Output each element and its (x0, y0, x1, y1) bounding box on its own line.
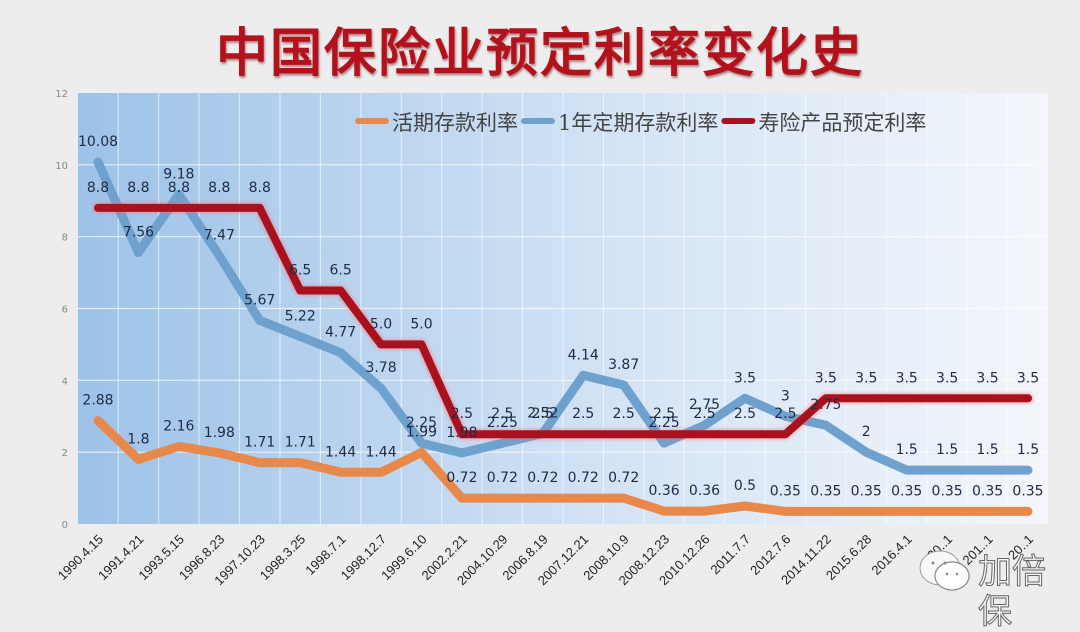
data-label: 3.87 (608, 357, 639, 373)
y-tick-label: 12 (55, 89, 68, 100)
data-label: 1.44 (325, 444, 356, 460)
data-label: 3.5 (1017, 370, 1039, 386)
data-label: 6.5 (289, 263, 311, 279)
data-label: 8.8 (168, 180, 190, 196)
data-label: 1.98 (446, 425, 477, 441)
line-chart: 0 2 4 6 8 10 12 1990.4.151991.4.211993.5.15199… (55, 89, 1048, 589)
series-line-one-year-deposit (93, 157, 1033, 475)
data-label: 3.5 (976, 370, 998, 386)
x-axis: 1990.4.151991.4.211993.5.151996.8.231997… (55, 532, 1037, 589)
data-label: 0.35 (972, 483, 1003, 499)
data-label: 0.72 (527, 470, 558, 486)
data-label: 8.8 (208, 180, 230, 196)
data-label: 8.8 (249, 180, 271, 196)
y-tick-label: 8 (62, 233, 68, 244)
data-label: 3.5 (855, 370, 877, 386)
data-label: 0.5 (734, 478, 756, 494)
data-label: 0.36 (649, 483, 680, 499)
data-label: 2.88 (82, 393, 113, 409)
y-tick-label: 4 (62, 376, 68, 387)
data-label: 3.5 (734, 370, 756, 386)
data-label: 3.5 (896, 370, 918, 386)
data-label: 2.5 (613, 406, 635, 422)
data-label: 1.71 (244, 435, 275, 451)
data-label: 3.5 (936, 370, 958, 386)
data-label: 2.75 (689, 397, 720, 413)
data-label: 10.08 (78, 134, 118, 150)
data-label: 4.77 (325, 325, 356, 341)
data-label: 1.5 (936, 442, 958, 458)
data-label: 2.16 (163, 418, 194, 434)
data-label: 1.98 (204, 425, 235, 441)
data-label: 2.5 (572, 406, 594, 422)
data-label: 5.67 (244, 292, 275, 308)
data-label: 0.35 (1012, 483, 1043, 499)
data-label: 7.47 (204, 228, 235, 244)
legend-label: 寿险产品预定利率 (758, 111, 926, 135)
data-label: 2.5 (734, 406, 756, 422)
data-label: 2.52 (527, 405, 558, 421)
data-label: 2.5 (532, 406, 554, 422)
data-label: 3.78 (365, 360, 396, 376)
series-line-demand-deposit (93, 416, 1033, 516)
watermark: 加倍保 (918, 548, 1068, 632)
data-label: 1.5 (1017, 442, 1039, 458)
data-label: 1.71 (285, 435, 316, 451)
data-label: 6.5 (329, 263, 351, 279)
data-label: 9.18 (163, 166, 194, 182)
data-label: 2.25 (487, 415, 518, 431)
data-label: 0.35 (770, 483, 801, 499)
data-label: 1.5 (896, 442, 918, 458)
data-label: 5.22 (285, 309, 316, 325)
data-label: 0.35 (810, 483, 841, 499)
data-label: 0.36 (689, 483, 720, 499)
y-tick-label: 0 (62, 520, 68, 531)
data-label: 3 (781, 388, 790, 404)
y-tick-label: 10 (55, 161, 68, 172)
legend-label: 活期存款利率 (392, 111, 518, 135)
data-label: 2.5 (653, 406, 675, 422)
series-line-life-insurance (94, 203, 1032, 439)
data-label: 5.0 (410, 316, 432, 332)
y-axis: 0 2 4 6 8 10 12 (55, 89, 68, 531)
data-label: 1.44 (365, 444, 396, 460)
data-label: 3.5 (815, 370, 837, 386)
data-label: 2.5 (491, 406, 513, 422)
data-label: 2.5 (451, 406, 473, 422)
data-label: 5.0 (370, 316, 392, 332)
data-label: 0.72 (608, 470, 639, 486)
wechat-icon (919, 550, 970, 591)
data-label: 2.75 (810, 397, 841, 413)
data-label: 1.5 (976, 442, 998, 458)
x-tick-label: 2011.7.7 (707, 532, 753, 578)
data-label: 0.72 (487, 470, 518, 486)
data-label: 2 (862, 424, 871, 440)
data-label: 2.5 (693, 406, 715, 422)
data-labels: 2.88 1.8 2.16 1.98 1.71 1.71 1.44 1.44 1.99 0.72 0… (78, 134, 1044, 499)
data-label: 4.14 (568, 347, 599, 363)
legend-label: 1年定期存款利率 (558, 111, 718, 135)
legend: 活期存款利率 1年定期存款利率 寿险产品预定利率 (355, 111, 926, 135)
data-label: 2.25 (406, 415, 437, 431)
data-label: 7.56 (123, 224, 154, 240)
chart-title: 中国保险业预定利率变化史 (215, 24, 864, 84)
data-label: 1.8 (127, 431, 149, 447)
x-tick-label: 2016.4.1 (868, 532, 914, 578)
series-lines (92, 157, 1034, 516)
y-tick-label: 2 (62, 448, 68, 459)
data-label: 2.25 (649, 415, 680, 431)
data-label: 0.72 (446, 470, 477, 486)
data-label: 8.8 (87, 180, 109, 196)
data-label: 0.72 (568, 470, 599, 486)
data-label: 0.35 (851, 483, 882, 499)
data-label: 0.35 (932, 483, 963, 499)
data-label: 0.35 (891, 483, 922, 499)
y-tick-label: 6 (62, 305, 68, 316)
data-label: 8.8 (127, 180, 149, 196)
data-label: 2.5 (774, 406, 796, 422)
watermark-text: 加倍保 (978, 552, 1047, 632)
data-label: 1.99 (406, 425, 437, 441)
